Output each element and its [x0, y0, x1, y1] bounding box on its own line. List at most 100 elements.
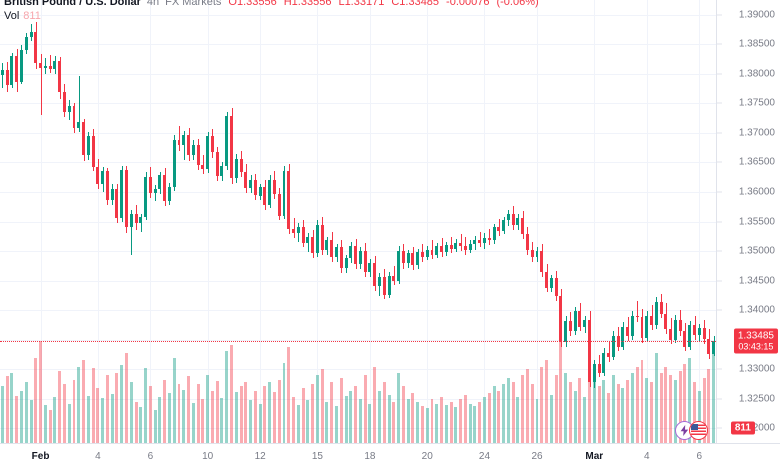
time-axis[interactable]: Feb 4 6 10 12 15 18 20 24 26 Mar 4 6	[0, 443, 780, 471]
candle-body	[688, 325, 692, 347]
candle-wick	[637, 300, 638, 322]
candle-body	[139, 217, 143, 224]
volume-bar	[478, 401, 482, 443]
candle-body	[167, 187, 171, 201]
price-axis[interactable]: 1.39000 1.38500 1.38000 1.37500 1.37000 1.365…	[716, 0, 780, 443]
volume-bar	[626, 379, 630, 443]
candle-body	[607, 352, 611, 358]
grid-line-vertical	[427, 0, 428, 443]
time-axis-label: 6	[696, 451, 703, 462]
grid-line-horizontal	[0, 339, 716, 341]
volume-bar	[277, 379, 281, 443]
candle-body	[144, 176, 148, 218]
volume-bar	[311, 384, 315, 443]
volume-bar	[664, 366, 668, 443]
price-axis-label: 1.35000	[738, 245, 775, 257]
candle-body	[406, 253, 410, 264]
candle-body	[621, 326, 625, 347]
candle-body	[368, 262, 372, 273]
candle-body	[96, 166, 100, 184]
candle-body	[311, 236, 315, 254]
candle-body	[110, 189, 114, 200]
volume-bar	[101, 398, 105, 443]
grid-line-vertical	[594, 0, 595, 443]
volume-bar	[105, 375, 109, 443]
volume-bar	[444, 404, 448, 443]
candle-body	[707, 339, 711, 354]
grid-line-horizontal	[0, 14, 716, 16]
volume-bar	[48, 410, 52, 443]
grid-line-vertical	[260, 0, 261, 443]
chart-plot-area[interactable]: British Pound / U.S. Dollar 4h FX Markets O…	[0, 0, 716, 443]
volume-bar	[568, 381, 572, 443]
volume-bar	[201, 399, 205, 443]
volume-bar	[182, 389, 186, 443]
volume-bar	[669, 375, 673, 443]
volume-bar	[559, 336, 563, 443]
candle-body	[277, 193, 281, 216]
volume-bar	[110, 393, 114, 443]
volume-bar	[20, 390, 23, 443]
volume-bar	[411, 392, 415, 443]
candle-body	[115, 189, 119, 218]
candle-body	[506, 214, 510, 221]
volume-bar	[683, 364, 687, 443]
candle-body	[611, 336, 615, 358]
time-axis-label: Mar	[585, 451, 604, 462]
volume-bar	[125, 353, 128, 443]
candle-body	[626, 326, 630, 337]
volume-bar	[497, 390, 501, 443]
volume-bar	[449, 401, 453, 443]
candle-body	[10, 56, 14, 86]
candle-body	[158, 175, 162, 189]
time-axis-label: 15	[311, 451, 323, 462]
candle-body	[120, 169, 124, 218]
candle-body	[191, 144, 195, 156]
us-flag-icon[interactable]	[689, 421, 708, 440]
price-axis-label: 1.37000	[738, 127, 775, 139]
volume-bar	[172, 357, 176, 443]
price-axis-label: 1.38000	[738, 68, 775, 80]
candle-body	[473, 240, 477, 244]
price-axis-tick	[717, 280, 722, 282]
grid-line-vertical	[41, 0, 42, 443]
volume-bar	[244, 381, 248, 443]
volume-bar	[292, 397, 296, 443]
volume-bar	[554, 375, 558, 443]
volume-bar	[53, 397, 57, 443]
candle-body	[683, 331, 687, 347]
volume-bar	[120, 365, 124, 443]
candlestick-series	[0, 21, 716, 389]
candle-body	[148, 176, 152, 194]
grid-line-horizontal	[0, 369, 716, 371]
volume-bar	[272, 391, 276, 443]
candle-body	[373, 262, 377, 287]
grid-line-vertical	[98, 0, 99, 443]
grid-line-horizontal	[0, 191, 716, 193]
candle-body	[125, 169, 128, 228]
volume-bar	[621, 388, 625, 443]
volume-bar	[397, 373, 401, 443]
volume-series	[0, 330, 716, 443]
volume-bar	[58, 370, 62, 443]
candle-body	[29, 32, 33, 38]
candle-body	[468, 243, 472, 250]
candle-body	[525, 234, 529, 250]
price-axis-label: 1.39000	[738, 9, 775, 21]
volume-bar	[473, 405, 477, 443]
candle-body	[673, 319, 677, 340]
grid-line-horizontal	[0, 44, 716, 46]
candle-body	[301, 227, 305, 243]
candle-body	[354, 246, 358, 265]
chart-corner-icons[interactable]	[675, 421, 708, 440]
candle-body	[58, 60, 62, 92]
candle-body	[292, 228, 296, 234]
candle-body	[182, 135, 186, 146]
grid-line-horizontal	[0, 103, 716, 105]
candle-wick	[131, 209, 132, 256]
volume-bar	[315, 375, 319, 443]
candle-body	[444, 245, 448, 253]
candle-body	[664, 313, 668, 329]
price-axis-tick	[717, 368, 722, 370]
